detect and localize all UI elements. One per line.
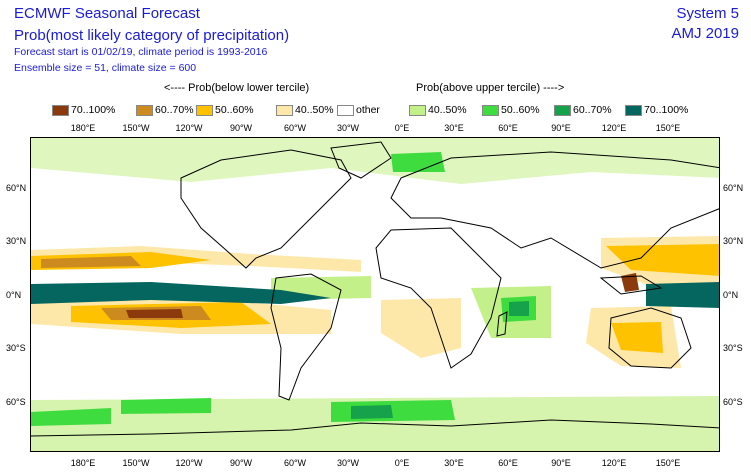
above-tercile-areas (31, 138, 719, 451)
longitude-label: 0°E (394, 458, 410, 468)
legend-item: 60..70% (554, 103, 612, 117)
ensemble-info: Ensemble size = 51, climate size = 600 (14, 62, 197, 74)
legend-item: other (337, 103, 380, 117)
longitude-label: 90°E (551, 123, 571, 133)
coastline-eurasia (390, 151, 719, 269)
latitude-label: 30°S (723, 343, 743, 353)
legend-item: 70..100% (625, 103, 688, 117)
longitude-label: 120°W (175, 123, 203, 133)
longitude-label: 180°E (70, 458, 96, 468)
legend-swatch (196, 104, 213, 116)
coastline-south-america (270, 273, 342, 401)
latitude-label: 30°S (6, 343, 26, 353)
map-canvas (31, 138, 719, 451)
legend-label: 40..50% (295, 104, 334, 116)
longitude-label: 30°E (444, 458, 464, 468)
longitude-label: 30°E (444, 123, 464, 133)
latitude-label: 30°N (6, 236, 27, 246)
legend-swatch (409, 104, 426, 116)
longitude-label: 150°E (655, 458, 681, 468)
above-60-70-area (509, 301, 529, 316)
above-70-100-area (646, 282, 719, 308)
legend-label: 70..100% (644, 104, 689, 116)
legend-swatch (482, 104, 499, 116)
forecast-info: Forecast start is 01/02/19, climate peri… (14, 46, 268, 58)
color-legend: 70..100% 60..70% 50..60% 40..50% other 40..50… (52, 103, 732, 117)
longitude-label: 30°W (336, 123, 360, 133)
latitude-label: 60°N (6, 183, 27, 193)
above-60-70-area (351, 405, 393, 419)
legend-swatch (625, 104, 642, 116)
longitude-label: 150°W (122, 458, 150, 468)
legend-item: 50..60% (196, 103, 254, 117)
coastline-africa (375, 227, 502, 369)
below-70-100-area (126, 309, 183, 318)
longitude-label: 60°E (498, 458, 518, 468)
legend-swatch (554, 104, 571, 116)
longitude-label: 90°E (551, 458, 571, 468)
legend-label: 60..70% (573, 104, 612, 116)
coastline-north-america (180, 149, 352, 269)
below-50-60-area (611, 322, 663, 353)
longitude-label: 180°E (70, 123, 96, 133)
longitude-label: 90°W (229, 458, 253, 468)
legend-label: 60..70% (155, 104, 194, 116)
coastline-greenland (330, 141, 392, 179)
legend-item: 40..50% (409, 103, 467, 117)
below-60-70-area (41, 256, 141, 268)
legend-item: 70..100% (52, 103, 115, 117)
longitude-label: 120°W (175, 458, 203, 468)
latitude-label: 30°N (723, 236, 744, 246)
coastline-madagascar (496, 311, 508, 337)
longitude-label: 30°W (336, 458, 360, 468)
above-50-60-area (391, 152, 445, 172)
latitude-label: 0°N (6, 290, 22, 300)
legend-swatch (52, 104, 69, 116)
coastline-australia (608, 307, 692, 369)
latitude-label: 60°S (6, 397, 26, 407)
legend-swatch (276, 104, 293, 116)
legend-item: 50..60% (482, 103, 540, 117)
above-50-60-area (31, 408, 111, 426)
latitude-label: 0°N (723, 290, 739, 300)
longitude-label: 150°E (655, 123, 681, 133)
latitude-label: 60°S (723, 397, 743, 407)
below-40-50-area (381, 298, 461, 358)
legend-item: 40..50% (276, 103, 334, 117)
above-50-60-area (121, 398, 211, 414)
below-50-60-area (606, 244, 719, 276)
longitude-label: 60°W (283, 458, 307, 468)
legend-label: 50..60% (215, 104, 254, 116)
longitude-label: 90°W (229, 123, 253, 133)
legend-item: 60..70% (136, 103, 194, 117)
legend-above-header: Prob(above upper tercile) ----> (416, 82, 565, 94)
legend-label: 50..60% (501, 104, 540, 116)
longitude-label: 120°E (601, 123, 627, 133)
below-tercile-areas (31, 236, 719, 368)
map-title: ECMWF Seasonal Forecast (14, 5, 200, 22)
map-subtitle: Prob(most likely category of precipitati… (14, 27, 290, 44)
forecast-period: AMJ 2019 (671, 25, 739, 42)
legend-label: 70..100% (71, 104, 116, 116)
below-70-100-area (621, 273, 639, 292)
above-70-100-area (31, 282, 331, 304)
above-50-60-area (331, 400, 455, 422)
legend-label: other (356, 104, 380, 116)
legend-swatch (337, 104, 354, 116)
longitude-label: 60°W (283, 123, 307, 133)
coastlines (31, 141, 719, 437)
coastline-indonesia (599, 275, 663, 295)
longitude-label: 150°W (122, 123, 150, 133)
longitude-label: 120°E (601, 458, 627, 468)
legend-label: 40..50% (428, 104, 467, 116)
legend-swatch (136, 104, 153, 116)
coastline-antarctica (31, 419, 719, 437)
forecast-map (30, 137, 720, 452)
legend-below-header: <---- Prob(below lower tercile) (164, 82, 310, 94)
above-40-50-area (31, 138, 719, 184)
latitude-label: 60°N (723, 183, 744, 193)
longitude-label: 60°E (498, 123, 518, 133)
system-label: System 5 (676, 5, 739, 22)
longitude-label: 0°E (394, 123, 410, 133)
